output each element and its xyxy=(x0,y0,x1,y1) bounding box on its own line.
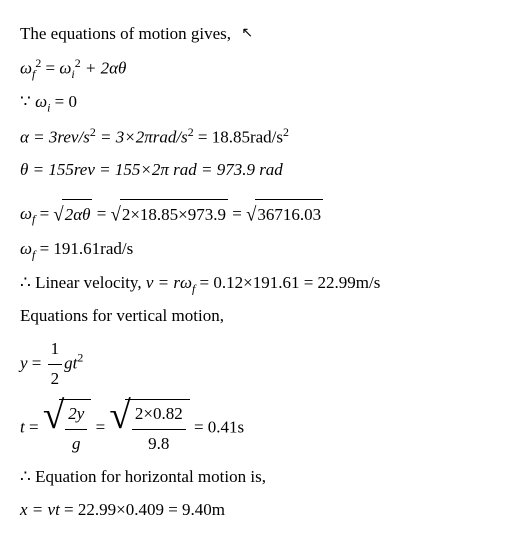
because: ∵ xyxy=(20,92,35,111)
vertical-heading: Equations for vertical motion, xyxy=(20,302,511,331)
alpha-b: = 3×2πrad/s xyxy=(96,127,188,146)
den-98: 9.8 xyxy=(132,430,186,459)
horizontal-heading: ∴ Equation for horizontal motion is, xyxy=(20,463,511,492)
eq-omega-f-val: ωf = 191.61rad/s xyxy=(20,235,511,265)
num-2y: 2y xyxy=(65,400,87,430)
frac-2yg: 2yg xyxy=(65,400,87,459)
alpha-c: = 18.85rad/s xyxy=(194,127,283,146)
eq-linear-v: ∴ Linear velocity, v = rωf = 0.12×191.61… xyxy=(20,269,511,299)
den-2: 2 xyxy=(48,365,63,394)
x-vt: x = vt xyxy=(20,500,60,519)
eq6a: = xyxy=(35,204,53,223)
intro-text: The equations of motion gives, xyxy=(20,24,231,43)
eq6b: = xyxy=(92,204,110,223)
omega-f2: ω xyxy=(20,204,32,223)
omega-f: ω xyxy=(20,59,32,78)
sqrt-body1: 2αθ xyxy=(64,199,93,230)
therefore1: ∴ Linear velocity, xyxy=(20,273,146,292)
frac-num-t: 2×0.829.8 xyxy=(132,400,186,459)
den-g: g xyxy=(65,430,87,459)
sup-a3: 2 xyxy=(283,125,289,139)
eq6c: = xyxy=(228,204,246,223)
val-191: = 191.61rad/s xyxy=(35,239,133,258)
sqrt-2yg: √2yg xyxy=(43,398,92,459)
num-2x082: 2×0.82 xyxy=(132,400,186,430)
eq-y: y = 12gt2 xyxy=(20,335,511,394)
sqrt-body3: 36716.03 xyxy=(256,199,323,230)
t-result: = 0.41s xyxy=(190,417,244,436)
sqrt-body2: 2×18.85×973.9 xyxy=(121,199,228,230)
sqrt-num-t: √2×0.829.8 xyxy=(109,398,189,459)
sup-t2: 2 xyxy=(77,351,83,365)
t-eq: = xyxy=(25,417,43,436)
vrw: v = rω xyxy=(146,273,192,292)
num-1: 1 xyxy=(48,335,63,365)
vertical-text: Equations for vertical motion, xyxy=(20,306,224,325)
theta-text: θ = 155rev = 155×2π rad = 973.9 rad xyxy=(20,160,283,179)
eq-omega-i-zero: ∵ ωi = 0 xyxy=(20,88,511,118)
eq-x: x = vt = 22.99×0.409 = 9.40m xyxy=(20,496,511,525)
equals-zero: = 0 xyxy=(50,92,77,111)
frac-half: 12 xyxy=(48,335,63,394)
omega-i2: ω xyxy=(35,92,47,111)
eq-theta: θ = 155rev = 155×2π rad = 973.9 rad xyxy=(20,156,511,185)
y-eq: = xyxy=(28,353,46,372)
alpha-a: α = 3rev/s xyxy=(20,127,90,146)
x-result: = 22.99×0.409 = 9.40m xyxy=(60,500,225,519)
v-result: = 0.12×191.61 = 22.99m/s xyxy=(195,273,380,292)
equals1: = xyxy=(41,59,59,78)
sqrt-2alpha: √2αθ xyxy=(53,199,92,231)
eq-alpha: α = 3rev/s2 = 3×2πrad/s2 = 18.85rad/s2 xyxy=(20,122,511,153)
intro-line: The equations of motion gives, ↖ xyxy=(20,20,511,49)
therefore2: ∴ Equation for horizontal motion is, xyxy=(20,467,266,486)
eq-omega-f-sqrt: ωf = √2αθ = √2×18.85×973.9 = √36716.03 xyxy=(20,199,511,231)
omega-f3: ω xyxy=(20,239,32,258)
gt: gt xyxy=(64,353,77,372)
t-mid: = xyxy=(91,417,109,436)
tail-2alpha: + 2αθ xyxy=(81,59,127,78)
y-var: y xyxy=(20,353,28,372)
cursor-icon: ↖ xyxy=(241,22,253,46)
eq-kinematic: ωf2 = ωi2 + 2αθ xyxy=(20,53,511,84)
sqrt-num2: √36716.03 xyxy=(246,199,323,231)
sqrt-num1: √2×18.85×973.9 xyxy=(111,199,228,231)
eq-t: t = √2yg = √2×0.829.8 = 0.41s xyxy=(20,398,511,459)
omega-i: ω xyxy=(59,59,71,78)
